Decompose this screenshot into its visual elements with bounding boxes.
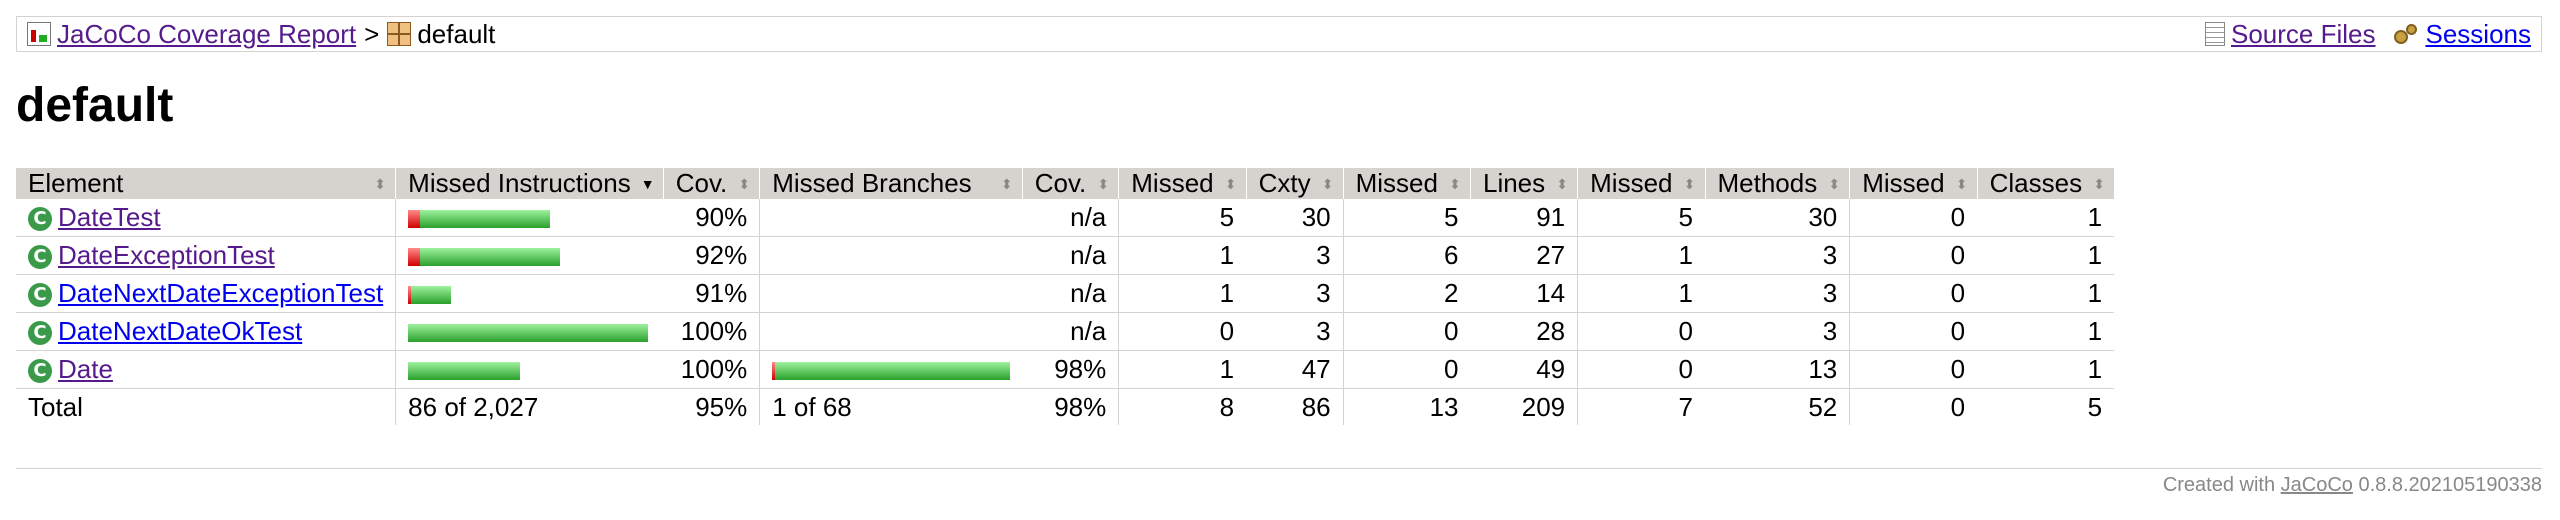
sort-icon: ⬍ — [374, 175, 387, 192]
covered-bar — [408, 362, 521, 381]
covered-bar — [420, 248, 561, 267]
covered-bar — [775, 362, 1011, 381]
source-files-icon — [2205, 22, 2225, 46]
sort-icon: ⬍ — [1321, 175, 1334, 192]
sort-icon: ⬍ — [2093, 175, 2105, 192]
instructions-bar — [395, 350, 664, 389]
table-row: C DateNextDateExceptionTest 91% n/a 1 3 2… — [16, 274, 2115, 313]
column-header-methods[interactable]: Methods ⬍ — [1704, 168, 1850, 199]
table-row: C DateTest 90% n/a 5 30 5 91 5 30 0 1 — [16, 199, 2115, 237]
report-icon — [27, 22, 51, 46]
sessions-icon — [2392, 22, 2420, 46]
package-icon — [387, 22, 412, 46]
footer-version: 0.8.8.202105190338 — [2358, 474, 2542, 496]
column-header-cxty-missed[interactable]: Missed ⬍ — [1118, 168, 1247, 199]
sort-icon: ⬍ — [1955, 175, 1968, 192]
footer-prefix: Created with — [2162, 474, 2276, 496]
table-total-row: Total 86 of 2,027 95% 1 of 68 98% 8 86 1… — [16, 388, 2114, 425]
covered-bar — [408, 324, 649, 343]
branches-bar — [759, 236, 1023, 275]
breadcrumb-current: default — [417, 19, 496, 49]
breadcrumb: JaCoCo Coverage Report > default Source … — [16, 16, 2542, 52]
branches-bar — [759, 274, 1023, 313]
column-header-missed-instructions[interactable]: Missed Instructions ▼ — [395, 168, 664, 199]
column-header-methods-missed[interactable]: Missed ⬍ — [1577, 168, 1705, 199]
sort-descending-icon: ▼ — [640, 175, 655, 192]
sessions-link[interactable]: Sessions — [2425, 19, 2532, 49]
sort-icon: ⬍ — [1683, 175, 1696, 192]
covered-bar — [411, 286, 452, 305]
covered-bar — [420, 210, 551, 229]
instructions-bar — [395, 199, 664, 237]
jacoco-link[interactable]: JaCoCo — [2280, 474, 2353, 496]
breadcrumb-separator: > — [364, 19, 380, 49]
instructions-bar — [395, 236, 664, 275]
column-header-lines-missed[interactable]: Missed ⬍ — [1342, 168, 1471, 199]
sort-icon: ⬍ — [1097, 175, 1110, 192]
column-header-missed-branches[interactable]: Missed Branches ⬍ — [759, 168, 1023, 199]
branches-bar — [759, 312, 1023, 351]
element-link[interactable]: DateNextDateExceptionTest — [58, 278, 384, 308]
column-header-branches-cov[interactable]: Cov. ⬍ — [1021, 168, 1119, 199]
missed-bar — [408, 248, 421, 267]
element-link[interactable]: Date — [58, 354, 113, 384]
column-header-classes[interactable]: Classes ⬍ — [1976, 168, 2115, 199]
element-link[interactable]: DateExceptionTest — [58, 240, 275, 270]
column-header-classes-missed[interactable]: Missed ⬍ — [1849, 168, 1978, 199]
table-row: C DateExceptionTest 92% n/a 1 3 6 27 1 3 … — [16, 236, 2115, 275]
sort-icon: ⬍ — [1449, 175, 1461, 192]
column-header-cxty[interactable]: Cxty ⬍ — [1245, 168, 1344, 199]
column-header-element[interactable]: Element ⬍ — [16, 168, 396, 199]
instructions-bar — [395, 274, 664, 313]
element-link[interactable]: DateNextDateOkTest — [58, 316, 303, 346]
class-icon: C — [28, 321, 52, 346]
footer: Created with JaCoCo 0.8.8.202105190338 — [2163, 474, 2542, 497]
column-header-lines[interactable]: Lines ⬍ — [1469, 168, 1578, 199]
column-header-instructions-cov[interactable]: Cov. ⬍ — [662, 168, 760, 199]
class-icon: C — [28, 207, 52, 232]
page-title: default — [16, 79, 174, 132]
table-header-row: Element ⬍ Missed Instructions ▼ Cov. ⬍ Miss… — [16, 168, 2115, 199]
class-icon: C — [28, 359, 52, 384]
sort-icon: ⬍ — [1556, 175, 1568, 192]
source-files-link[interactable]: Source Files — [2231, 19, 2376, 49]
sort-icon: ⬍ — [1000, 175, 1013, 192]
class-icon: C — [28, 245, 52, 270]
sort-icon: ⬍ — [1224, 175, 1237, 192]
coverage-table: Element ⬍ Missed Instructions ▼ Cov. ⬍ Miss… — [16, 168, 2115, 425]
branches-bar — [759, 199, 1023, 237]
footer-divider — [16, 468, 2542, 469]
report-link[interactable]: JaCoCo Coverage Report — [57, 19, 357, 49]
table-row: C DateNextDateOkTest 100% n/a 0 3 0 28 0 … — [16, 312, 2115, 351]
table-row: C Date 100% 98% 1 47 0 49 0 13 0 1 — [16, 350, 2115, 389]
missed-bar — [408, 286, 412, 305]
sort-icon: ⬍ — [1828, 175, 1841, 192]
sort-icon: ⬍ — [738, 175, 751, 192]
class-icon: C — [28, 283, 52, 308]
instructions-bar — [395, 312, 664, 351]
missed-bar — [408, 210, 421, 229]
missed-bar — [772, 362, 776, 381]
total-label: Total — [28, 391, 83, 422]
element-link[interactable]: DateTest — [58, 202, 161, 232]
branches-bar — [759, 350, 1023, 389]
